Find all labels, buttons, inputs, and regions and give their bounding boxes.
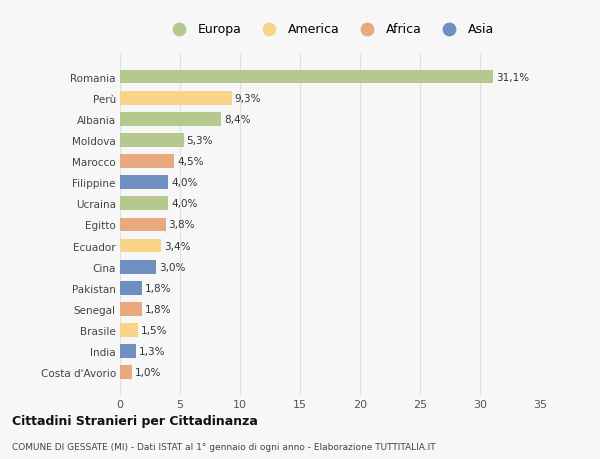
Text: 1,8%: 1,8% <box>145 304 171 314</box>
Bar <box>120 92 232 105</box>
Text: 4,0%: 4,0% <box>171 199 197 209</box>
Text: 31,1%: 31,1% <box>496 73 529 82</box>
Text: 1,5%: 1,5% <box>141 325 167 335</box>
Text: 3,0%: 3,0% <box>159 262 185 272</box>
Bar <box>120 260 156 274</box>
Bar <box>120 71 493 84</box>
Bar <box>120 239 161 253</box>
Bar <box>120 218 166 232</box>
Text: 4,5%: 4,5% <box>177 157 203 167</box>
Bar <box>120 366 132 379</box>
Text: 3,4%: 3,4% <box>164 241 190 251</box>
Bar <box>120 197 168 211</box>
Text: 1,3%: 1,3% <box>139 347 165 356</box>
Text: 9,3%: 9,3% <box>235 94 261 103</box>
Bar <box>120 155 174 168</box>
Text: 8,4%: 8,4% <box>224 115 250 124</box>
Text: 5,3%: 5,3% <box>187 135 213 146</box>
Bar <box>120 302 142 316</box>
Bar <box>120 134 184 147</box>
Bar <box>120 345 136 358</box>
Text: 4,0%: 4,0% <box>171 178 197 188</box>
Text: 3,8%: 3,8% <box>169 220 195 230</box>
Bar <box>120 281 142 295</box>
Bar <box>120 112 221 126</box>
Legend: Europa, America, Africa, Asia: Europa, America, Africa, Asia <box>164 21 496 39</box>
Bar <box>120 176 168 190</box>
Text: 1,0%: 1,0% <box>135 368 161 377</box>
Text: 1,8%: 1,8% <box>145 283 171 293</box>
Bar <box>120 324 138 337</box>
Text: COMUNE DI GESSATE (MI) - Dati ISTAT al 1° gennaio di ogni anno - Elaborazione TU: COMUNE DI GESSATE (MI) - Dati ISTAT al 1… <box>12 442 436 451</box>
Text: Cittadini Stranieri per Cittadinanza: Cittadini Stranieri per Cittadinanza <box>12 414 258 428</box>
